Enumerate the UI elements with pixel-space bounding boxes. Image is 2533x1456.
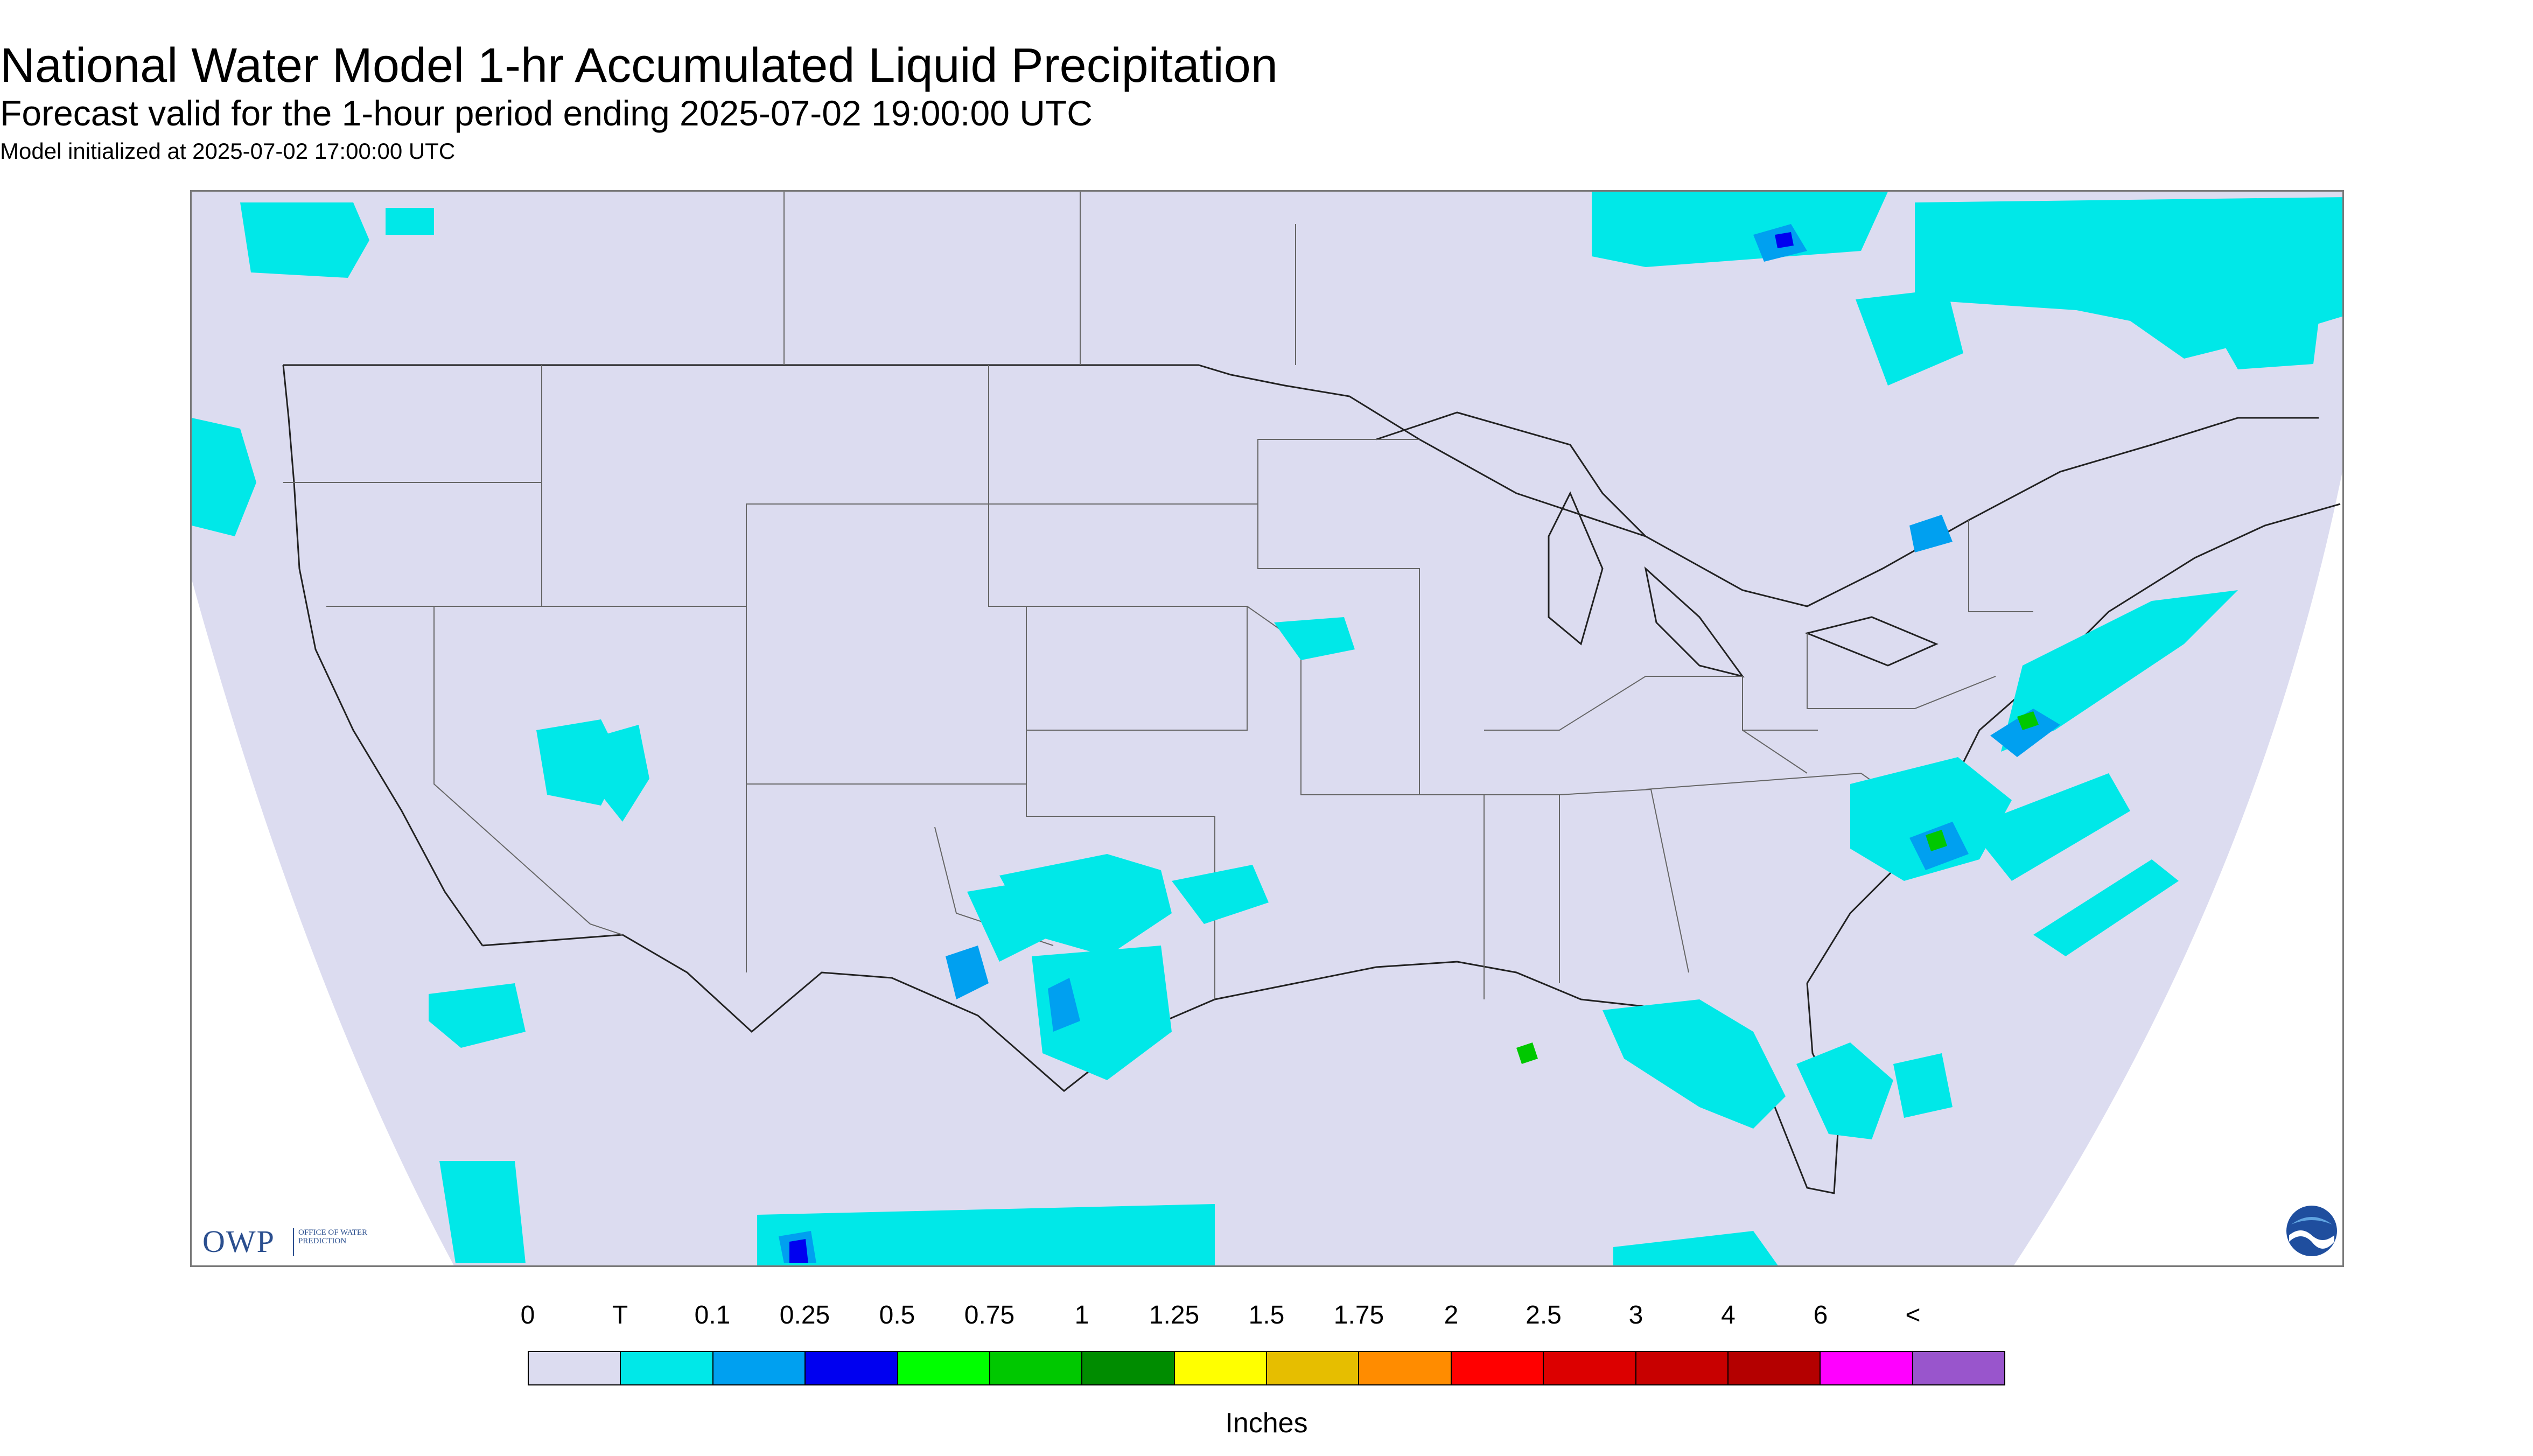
legend-tick-label: T <box>612 1301 628 1329</box>
precip-moderate <box>779 224 2060 1263</box>
owp-logo-office: OFFICE OF WATER PREDICTION <box>298 1228 368 1245</box>
legend-units: Inches <box>1225 1408 1308 1439</box>
legend-tick-label: 0.75 <box>964 1301 1015 1329</box>
legend-swatch <box>990 1352 1083 1384</box>
legend-swatch <box>713 1352 806 1384</box>
owp-logo-divider <box>293 1228 294 1256</box>
legend-swatch <box>1544 1352 1636 1384</box>
owp-logo-letters: OWP <box>202 1224 275 1259</box>
legend-swatch <box>1636 1352 1729 1384</box>
precip-intense <box>1516 711 2039 1064</box>
legend-swatch <box>1267 1352 1360 1384</box>
legend-tick-label: 0.25 <box>779 1301 830 1329</box>
legend-swatch <box>621 1352 713 1384</box>
legend-swatch <box>898 1352 990 1384</box>
legend-swatch <box>1821 1352 1913 1384</box>
precip-trace <box>192 192 2342 1265</box>
legend-swatch <box>1174 1352 1267 1384</box>
legend-tick-label: 2.5 <box>1526 1301 1562 1329</box>
state-boundaries <box>283 192 2033 999</box>
legend-tick-label: 1.25 <box>1149 1301 1200 1329</box>
legend-tick-label: 0.5 <box>879 1301 915 1329</box>
legend-tick-label: 1 <box>1074 1301 1089 1329</box>
owp-logo: OWP OFFICE OF WATER PREDICTION <box>202 1223 380 1261</box>
map-subtitle: Forecast valid for the 1-hour period end… <box>0 93 1093 133</box>
legend-tick-label: 6 <box>1813 1301 1828 1329</box>
legend-tick-label: 0.1 <box>694 1301 731 1329</box>
legend-tick-label: 2 <box>1444 1301 1459 1329</box>
map-title: National Water Model 1-hr Accumulated Li… <box>0 39 1278 93</box>
color-legend: 0 T 0.1 0.25 0.5 0.75 1 1.25 1.5 1.75 2 2.5 3 4 6 < Inc… <box>521 1300 2014 1440</box>
legend-tick-label: 1.5 <box>1248 1301 1285 1329</box>
legend-swatch <box>1451 1352 1544 1384</box>
legend-tick-label: < <box>1905 1301 1921 1329</box>
legend-tick-label: 1.75 <box>1333 1301 1384 1329</box>
map-canvas <box>192 192 2342 1265</box>
precip-heavy <box>789 232 1794 1263</box>
legend-tick-label: 4 <box>1721 1301 1736 1329</box>
legend-swatch <box>1359 1352 1452 1384</box>
legend-swatch <box>1082 1352 1175 1384</box>
legend-swatch <box>1913 1352 2004 1384</box>
legend-swatch <box>529 1352 621 1384</box>
legend-swatch <box>1728 1352 1821 1384</box>
model-domain <box>192 192 2342 1265</box>
model-init-time: Model initialized at 2025-07-02 17:00:00… <box>0 138 456 164</box>
legend-tick-label: 3 <box>1628 1301 1643 1329</box>
legend-tick-label: 0 <box>520 1301 535 1329</box>
legend-swatch <box>806 1352 898 1384</box>
noaa-logo <box>2285 1205 2338 1257</box>
legend-color-bar <box>528 1351 2005 1385</box>
precipitation-map: OWP OFFICE OF WATER PREDICTION <box>190 190 2344 1267</box>
